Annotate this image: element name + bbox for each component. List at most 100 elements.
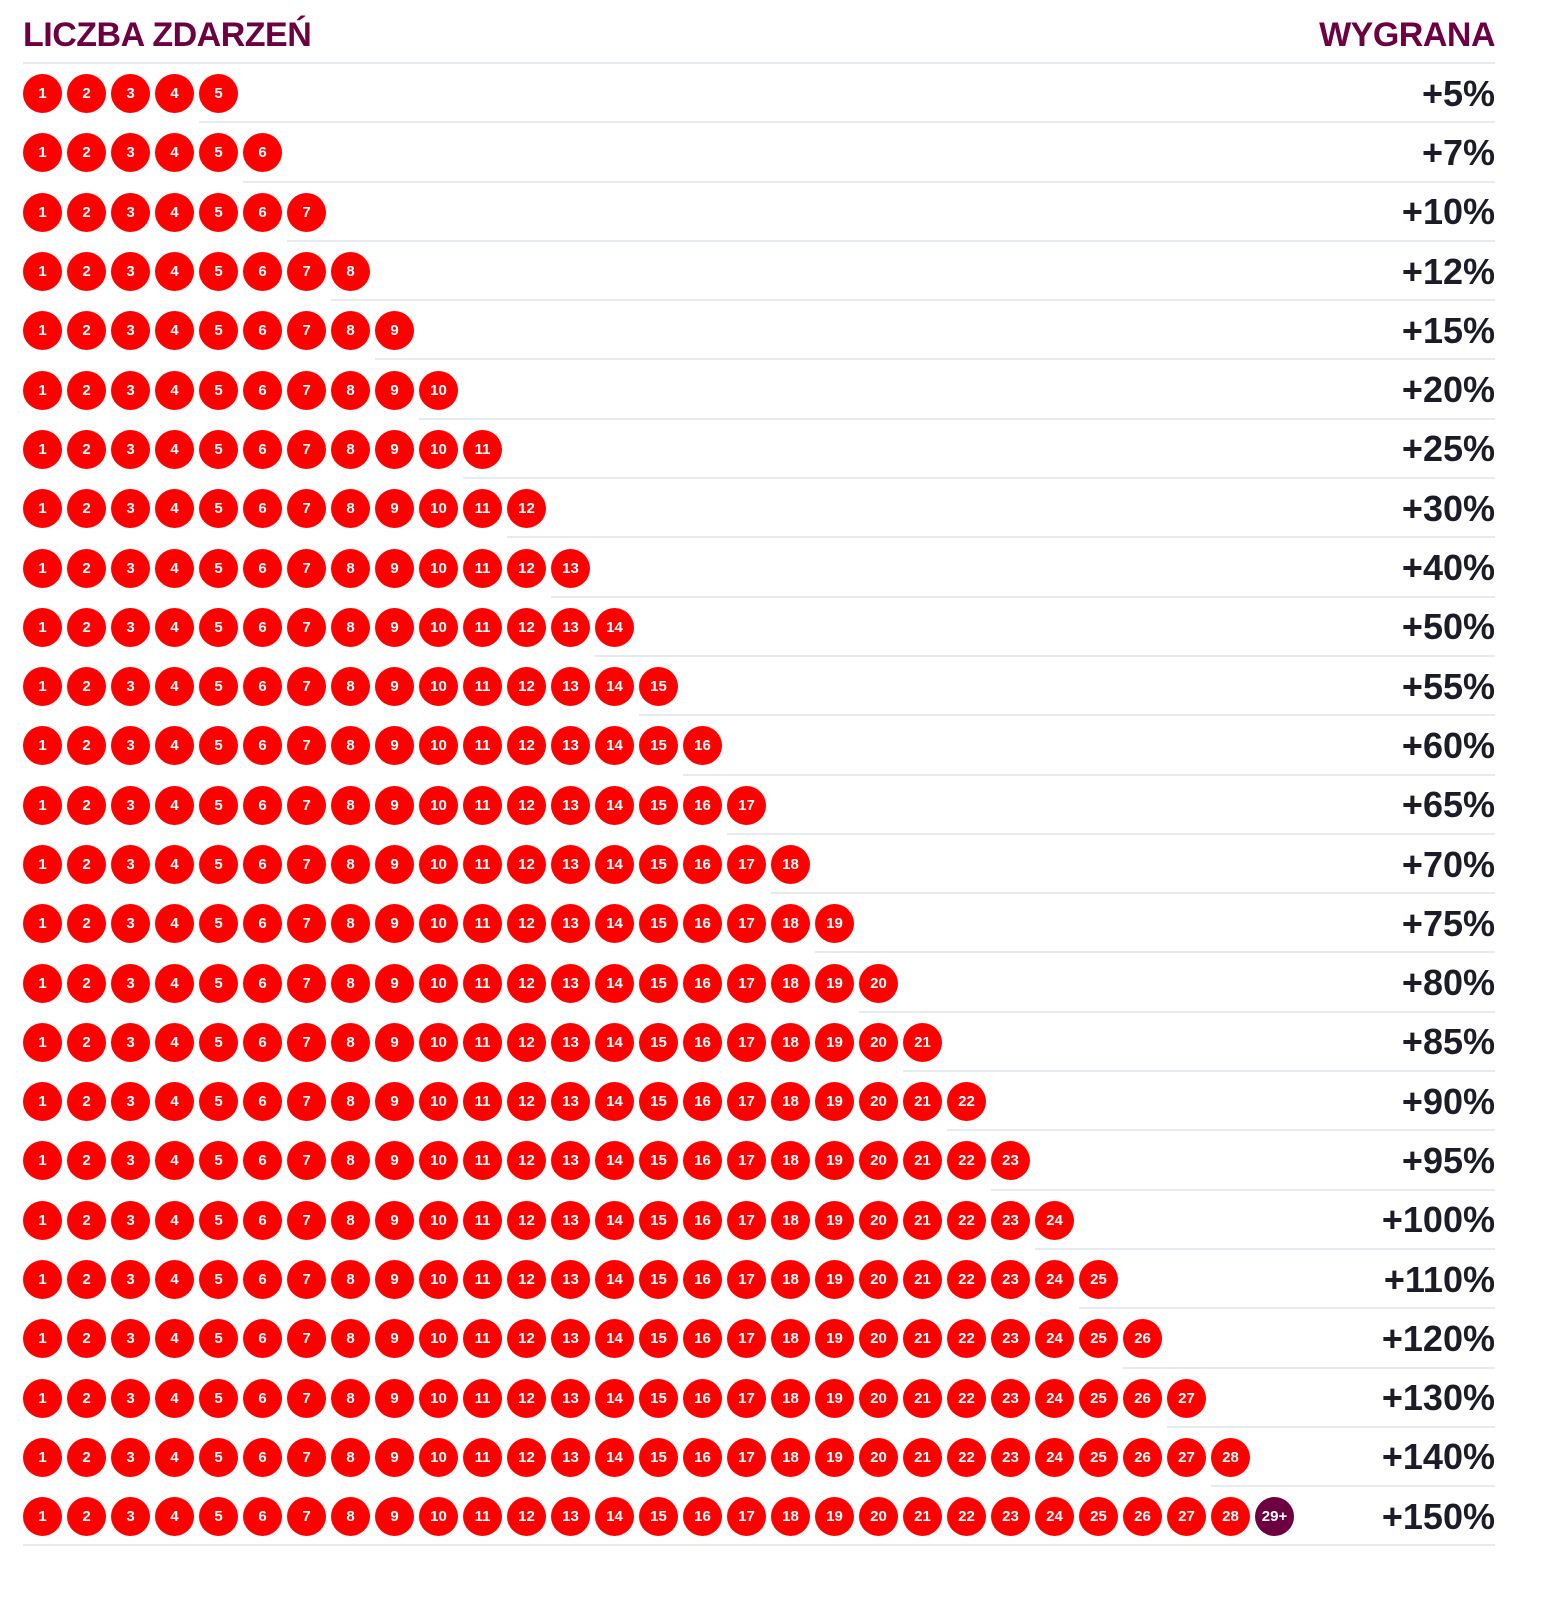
bonus-value: +25% (1401, 428, 1495, 470)
event-circles: 1 2 3 4 5 6 7 8 9 10 11 12 13 14 15 16 17 18 19 20 21 22 23 24 2… (23, 1319, 1167, 1359)
event-circles: 1 2 3 4 5 6 7 8 9 10 11 12 13 14 15 16 17 18 19 20 21 (23, 1022, 947, 1062)
event-circle: 7 (287, 192, 326, 232)
event-circle: 6 (243, 904, 282, 944)
event-circle: 22 (947, 1141, 986, 1181)
table-row: 1 2 3 4 5 6 7 8 9 10 11 12 13 14 15 16 +60% (23, 716, 1495, 776)
event-circle: 2 (67, 192, 106, 232)
event-circle: 3 (111, 607, 150, 647)
event-circle: 4 (155, 489, 194, 529)
event-circle: 7 (287, 1378, 326, 1418)
event-circle: 18 (771, 1319, 810, 1359)
event-circle: 3 (111, 1378, 150, 1418)
event-circle: 12 (507, 785, 546, 825)
event-circle: 16 (683, 1200, 722, 1240)
event-circle: 6 (243, 667, 282, 707)
event-circle: 11 (463, 904, 502, 944)
event-circle: 2 (67, 1319, 106, 1359)
event-circle: 5 (199, 845, 238, 884)
event-circle: 8 (331, 1497, 370, 1537)
event-circle: 19 (815, 1497, 854, 1537)
event-circle: 12 (507, 904, 546, 944)
event-circle: 19 (815, 963, 854, 1003)
table-row: 1 2 3 4 5 6 7 8 9 10 11 12 13 14 15 16 17 18 19 20 21 22 23 24 2… (23, 1428, 1495, 1488)
event-circle: 14 (595, 1378, 634, 1418)
event-circle: 17 (727, 1319, 766, 1359)
table-row: 1 2 3 4 5 6 7 8 9 10 11 12 13 14 15 16 17 18 19 20 21 22 23 +95… (23, 1131, 1495, 1191)
event-circle: 5 (199, 1022, 238, 1062)
bonus-value: +75% (1401, 902, 1495, 944)
event-circle: 14 (595, 607, 634, 647)
event-circle: 17 (727, 845, 766, 884)
event-circle: 14 (595, 1141, 634, 1181)
bonus-value: +110% (1383, 1258, 1495, 1300)
event-circle: 27 (1167, 1378, 1206, 1418)
event-circle: 20 (859, 1082, 898, 1122)
event-circle: 9 (375, 548, 414, 588)
table-header: LICZBA ZDARZEŃ WYGRANA (23, 0, 1495, 64)
event-circle: 2 (67, 74, 106, 114)
event-circle: 5 (199, 1319, 238, 1359)
event-circle: 10 (419, 1319, 458, 1359)
event-circle: 8 (331, 607, 370, 647)
event-circle: 3 (111, 785, 150, 825)
event-circle: 14 (595, 1437, 634, 1477)
event-circle: 6 (243, 133, 282, 173)
event-circle: 14 (595, 726, 634, 766)
event-circle: 13 (551, 1497, 590, 1537)
event-circle: 20 (859, 1200, 898, 1240)
event-circle: 2 (67, 429, 106, 469)
event-circle: 20 (859, 1378, 898, 1418)
event-circle: 9 (375, 370, 414, 410)
event-circle: 8 (331, 1260, 370, 1300)
event-circle: 22 (947, 1437, 986, 1477)
event-circle: 8 (331, 252, 370, 292)
event-circle: 9 (375, 785, 414, 825)
event-circle: 17 (727, 963, 766, 1003)
event-circle: 18 (771, 1378, 810, 1418)
event-circle: 10 (419, 429, 458, 469)
event-circle: 14 (595, 1497, 634, 1537)
event-circles: 1 2 3 4 5 6 7 8 9 10 11 12 13 14 15 16 17 18 19 20 21 22 23 24 2… (23, 1497, 1299, 1537)
event-circle: 3 (111, 370, 150, 410)
event-circle: 8 (331, 548, 370, 588)
event-circle: 3 (111, 904, 150, 944)
event-circle: 2 (67, 1260, 106, 1300)
event-circle: 24 (1035, 1497, 1074, 1537)
event-circle: 1 (23, 192, 62, 232)
event-circle: 20 (859, 1437, 898, 1477)
event-circle: 7 (287, 1082, 326, 1122)
event-circle: 11 (463, 1260, 502, 1300)
event-circle: 9 (375, 311, 414, 351)
event-circle: 9 (375, 726, 414, 766)
event-circle: 6 (243, 1200, 282, 1240)
event-circle: 16 (683, 904, 722, 944)
event-circle: 7 (287, 370, 326, 410)
event-circle: 19 (815, 1260, 854, 1300)
event-circle: 1 (23, 1319, 62, 1359)
event-circle: 1 (23, 904, 62, 944)
event-circles: 1 2 3 4 5 6 7 8 9 10 11 12 13 14 15 16 17 18 19 20 21 22 23 (23, 1141, 1035, 1181)
event-circle: 5 (199, 667, 238, 707)
event-circle: 18 (771, 1260, 810, 1300)
bonus-table: LICZBA ZDARZEŃ WYGRANA 1 2 3 4 5 +5% 1 2 3 4 5 6 +7%… (23, 0, 1495, 1547)
event-circle: 3 (111, 311, 150, 351)
table-row: 1 2 3 4 5 6 7 8 9 10 11 12 13 14 +50% (23, 598, 1495, 657)
event-circle: 5 (199, 429, 238, 469)
event-circle: 13 (551, 1437, 590, 1477)
event-circle: 7 (287, 1022, 326, 1062)
event-circle: 4 (155, 1497, 194, 1537)
event-circle: 1 (23, 1378, 62, 1418)
event-circle: 3 (111, 548, 150, 588)
event-circle: 13 (551, 1319, 590, 1359)
event-circle: 2 (67, 1437, 106, 1477)
event-circle: 1 (23, 429, 62, 469)
bonus-value: +7% (1421, 131, 1495, 173)
row-divider (1035, 1247, 1495, 1250)
event-circle: 19 (815, 1082, 854, 1122)
table-row: 1 2 3 4 5 6 7 8 9 10 11 12 13 14 15 16 17 18 19 20 21 22 23 24 2… (23, 1369, 1495, 1428)
row-divider (551, 595, 1495, 598)
event-circle: 2 (67, 370, 106, 410)
event-circle: 12 (507, 726, 546, 766)
